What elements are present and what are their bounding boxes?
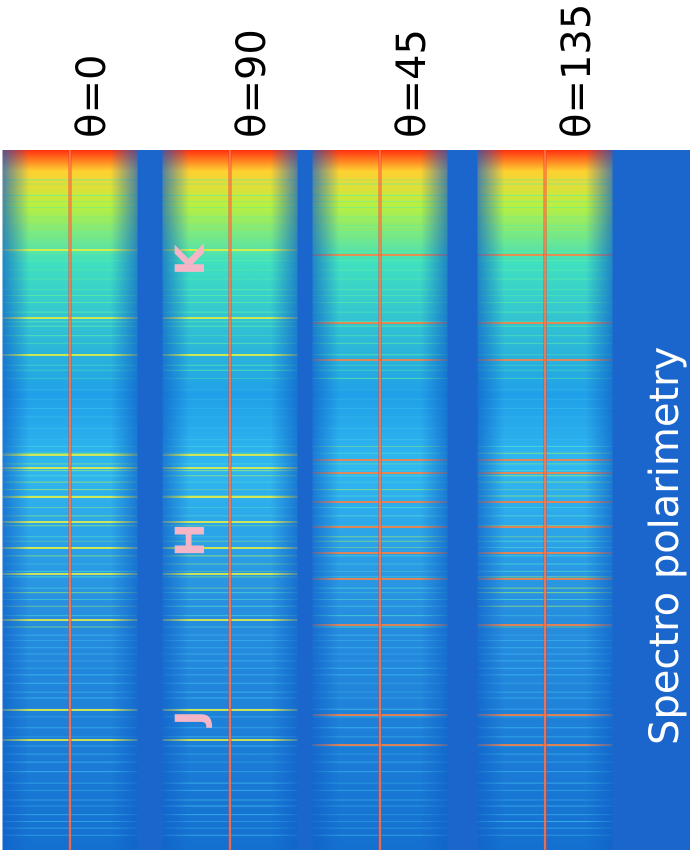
panel-label: θ=90 <box>229 29 275 138</box>
panel-label: θ=45 <box>389 29 435 138</box>
labels: θ=0 θ=90 θ=45 θ=135 K H J Spectro polarimetry <box>69 4 688 745</box>
band-label: H <box>168 523 214 556</box>
spectra <box>2 150 613 850</box>
band-label: K <box>168 243 214 276</box>
band-label: J <box>168 711 214 729</box>
caption: Spectro polarimetry <box>642 347 688 745</box>
panel-label: θ=135 <box>554 4 600 138</box>
panel-label: θ=0 <box>69 55 115 138</box>
